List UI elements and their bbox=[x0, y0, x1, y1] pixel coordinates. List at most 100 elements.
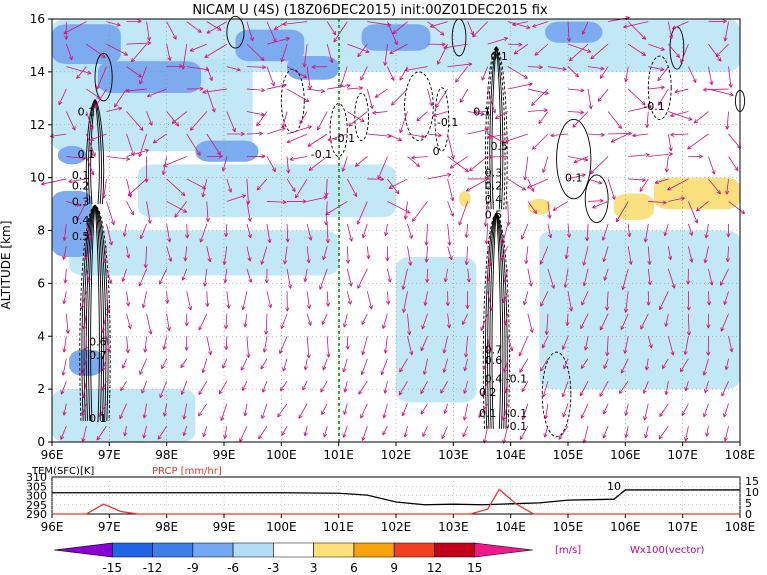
wind-vector bbox=[294, 178, 308, 199]
wind-vector bbox=[286, 66, 308, 79]
wind-vector bbox=[223, 426, 228, 439]
wind-vector bbox=[702, 358, 709, 376]
wind-vector bbox=[647, 246, 652, 265]
wind-vector bbox=[106, 106, 123, 112]
wind-vector bbox=[544, 313, 549, 335]
wind-vector bbox=[390, 88, 408, 106]
wind-vector bbox=[688, 246, 694, 263]
wind-vector bbox=[130, 43, 147, 63]
wind-vector bbox=[186, 86, 204, 91]
wind-vector bbox=[583, 336, 589, 351]
wind-vector bbox=[503, 313, 509, 326]
wind-vector bbox=[280, 43, 288, 63]
wind-vector bbox=[627, 88, 646, 106]
wind-vector bbox=[101, 381, 107, 391]
wind-vector bbox=[507, 21, 531, 30]
wind-vector bbox=[558, 425, 569, 440]
wind-vector bbox=[327, 133, 348, 142]
wind-vector bbox=[494, 111, 508, 120]
shaded-region bbox=[361, 24, 431, 51]
surface-x-tick-label: 103E bbox=[438, 520, 469, 534]
wind-vector bbox=[326, 336, 331, 358]
wind-vector bbox=[121, 268, 127, 282]
wind-vector bbox=[152, 133, 167, 144]
wind-vector bbox=[693, 111, 709, 124]
wind-vector bbox=[486, 133, 508, 139]
wind-vector bbox=[325, 201, 348, 216]
wind-vector bbox=[96, 425, 107, 441]
wind-vector bbox=[282, 358, 288, 372]
wind-vector bbox=[358, 380, 368, 395]
wind-vector bbox=[142, 426, 147, 439]
wind-vector bbox=[65, 111, 76, 131]
wind-vector bbox=[380, 358, 388, 376]
wind-vector bbox=[343, 403, 348, 415]
wind-vector bbox=[657, 88, 669, 106]
colorbar-tick-label: -9 bbox=[187, 561, 199, 575]
wind-vector bbox=[166, 246, 173, 262]
wind-vector bbox=[303, 426, 308, 437]
colorbar-cell bbox=[111, 542, 153, 558]
wind-vector bbox=[256, 178, 268, 191]
wind-vector bbox=[668, 111, 693, 121]
y-tick-label: 8 bbox=[37, 224, 45, 238]
wind-vector bbox=[681, 403, 689, 416]
wind-vector bbox=[383, 381, 388, 394]
wind-vector bbox=[383, 44, 388, 66]
wind-vector bbox=[442, 358, 448, 373]
colorbar-cell bbox=[393, 542, 435, 558]
surface-temp-label: TEM(SFC)[K] bbox=[31, 466, 94, 477]
wind-vector bbox=[422, 425, 428, 437]
contour-label: 0.1 bbox=[490, 50, 508, 63]
contour-line bbox=[482, 212, 510, 429]
wind-vector bbox=[320, 380, 328, 393]
wind-vector bbox=[527, 88, 549, 96]
wind-vector bbox=[542, 156, 549, 173]
wind-vector bbox=[126, 201, 135, 216]
wind-vector bbox=[520, 223, 529, 240]
wind-vector bbox=[684, 426, 689, 442]
colorbar-tick-label: -12 bbox=[143, 561, 163, 575]
y-tick-label: 2 bbox=[37, 382, 45, 396]
wind-vector bbox=[139, 66, 147, 85]
colorbar-cell bbox=[53, 542, 113, 558]
wind-vector bbox=[387, 66, 395, 81]
main-y-axis: 0 2 4 6 8 10 12 14 16 bbox=[30, 12, 52, 449]
wind-vector bbox=[206, 21, 228, 34]
wind-vector bbox=[86, 156, 95, 176]
shaded-region bbox=[138, 164, 396, 218]
contour-label: 0.1 bbox=[89, 412, 107, 425]
wind-vector bbox=[459, 88, 469, 103]
wind-vector bbox=[126, 246, 131, 259]
wind-vector bbox=[547, 223, 553, 239]
wind-vector bbox=[599, 381, 609, 397]
wind-vector bbox=[507, 82, 533, 90]
wind-vector bbox=[663, 223, 669, 237]
wind-vector bbox=[361, 223, 368, 239]
main-x-axis: 96E 97E 98E 99E 100E 101E 102E 103E 104E 105E 106E… bbox=[41, 442, 755, 462]
colorbar-cell bbox=[192, 542, 234, 558]
wind-vector bbox=[86, 268, 91, 284]
wind-vector bbox=[664, 156, 669, 173]
wind-vector bbox=[316, 111, 328, 131]
x-tick-label: 104E bbox=[495, 448, 526, 462]
wind-vector bbox=[171, 111, 187, 124]
wind-vector bbox=[180, 381, 188, 395]
wind-vector bbox=[521, 380, 529, 393]
wind-vector bbox=[539, 246, 549, 265]
wind-vector bbox=[464, 223, 469, 238]
wind-vector bbox=[550, 133, 569, 138]
wind-vector bbox=[644, 426, 649, 439]
y-tick-label: 4 bbox=[37, 329, 45, 343]
chart-title: NICAM U (4S) (18Z06DEC2015) init:00Z01DE… bbox=[192, 3, 548, 18]
wind-vector bbox=[573, 156, 589, 164]
wind-vector bbox=[427, 21, 445, 36]
wind-vector bbox=[202, 88, 227, 94]
contour-label: 0.5 bbox=[72, 230, 90, 243]
wind-vector bbox=[189, 43, 207, 52]
wind-vector bbox=[423, 291, 428, 306]
wind-vector bbox=[728, 201, 746, 214]
colorbar-tick-label: -3 bbox=[267, 561, 279, 575]
wind-vector bbox=[500, 246, 509, 261]
wind-vector bbox=[206, 246, 212, 263]
